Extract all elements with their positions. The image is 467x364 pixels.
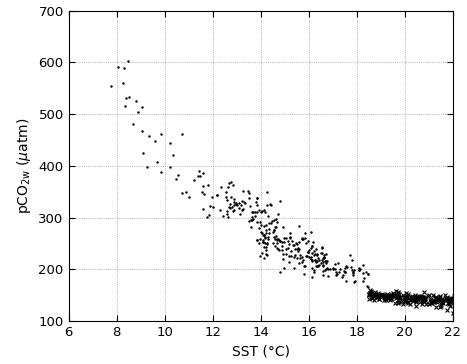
X-axis label: SST (°C): SST (°C) (232, 344, 290, 359)
Y-axis label: pCO$_{\mathregular{2w}}$ ($\mu$atm): pCO$_{\mathregular{2w}}$ ($\mu$atm) (15, 118, 33, 214)
